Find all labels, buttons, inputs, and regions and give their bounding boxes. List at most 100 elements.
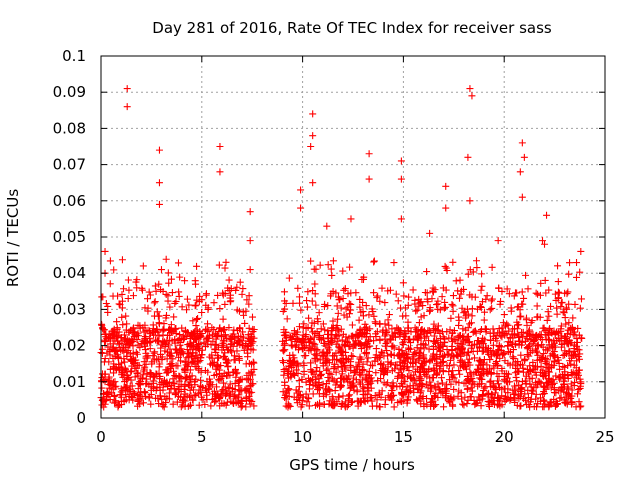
data-point (222, 355, 230, 363)
data-point (577, 402, 585, 410)
data-point (248, 397, 256, 405)
data-point (499, 349, 507, 357)
data-point (155, 369, 163, 377)
data-point (289, 351, 297, 359)
data-point (394, 297, 402, 305)
data-point (122, 376, 130, 384)
data-point (433, 326, 441, 334)
x-tick-label: 25 (595, 428, 614, 446)
data-point (337, 325, 345, 333)
data-point (518, 193, 526, 201)
data-point (339, 330, 347, 338)
data-point (246, 237, 254, 245)
data-point (411, 348, 419, 356)
data-point (492, 385, 500, 393)
data-point (509, 353, 517, 361)
data-point (243, 296, 251, 304)
data-point (480, 308, 488, 316)
data-point (450, 385, 458, 393)
data-point (230, 326, 238, 334)
data-point (122, 312, 130, 320)
data-point (518, 288, 526, 296)
data-point (378, 387, 386, 395)
data-point (245, 292, 253, 300)
data-point (431, 355, 439, 363)
data-point (191, 378, 199, 386)
data-point (243, 374, 251, 382)
data-point (484, 367, 492, 375)
data-point (201, 400, 209, 408)
data-point (105, 373, 113, 381)
data-point (334, 315, 342, 323)
data-point (98, 293, 106, 301)
data-point (478, 298, 486, 306)
data-point (464, 375, 472, 383)
data-point (567, 380, 575, 388)
data-point (249, 371, 257, 379)
data-point (524, 386, 532, 394)
data-point (377, 361, 385, 369)
data-point (494, 350, 502, 358)
data-point (414, 336, 422, 344)
data-point (460, 285, 468, 293)
data-point (320, 348, 328, 356)
data-point (119, 321, 127, 329)
data-point (513, 377, 521, 385)
data-point (230, 392, 238, 400)
data-point (458, 345, 466, 353)
data-point (571, 351, 579, 359)
data-point (562, 333, 570, 341)
data-point (210, 358, 218, 366)
data-point (305, 314, 313, 322)
data-point (238, 375, 246, 383)
data-point (545, 336, 553, 344)
data-point (113, 347, 121, 355)
data-point (572, 273, 580, 281)
data-point (369, 308, 377, 316)
data-point (561, 396, 569, 404)
data-point (357, 308, 365, 316)
axis-ticks: 0 5 10 15 20 25 0 0.01 0.02 0.03 0.04 0.05 0.06 0.07 0… (53, 47, 615, 446)
data-point (123, 103, 131, 111)
data-point (374, 355, 382, 363)
data-point (196, 354, 204, 362)
data-point (486, 378, 494, 386)
data-point (106, 365, 114, 373)
data-point (181, 402, 189, 410)
data-point (522, 314, 530, 322)
data-point (533, 342, 541, 350)
data-point (555, 289, 563, 297)
data-point (351, 368, 359, 376)
data-point (231, 379, 239, 387)
data-point (360, 331, 368, 339)
data-point (507, 395, 515, 403)
data-point (309, 132, 317, 140)
data-point (361, 398, 369, 406)
data-point (288, 370, 296, 378)
data-point (558, 383, 566, 391)
data-point (452, 346, 460, 354)
data-point (349, 374, 357, 382)
data-point (544, 378, 552, 386)
data-point (486, 356, 494, 364)
data-point (558, 340, 566, 348)
data-point (346, 391, 354, 399)
data-point (426, 378, 434, 386)
data-point (469, 328, 477, 336)
data-point (511, 390, 519, 398)
data-point (166, 303, 174, 311)
data-point (365, 367, 373, 375)
data-point (522, 380, 530, 388)
data-point (500, 350, 508, 358)
data-point (575, 346, 583, 354)
data-point (407, 374, 415, 382)
data-point (289, 299, 297, 307)
data-point (246, 389, 254, 397)
data-point (565, 319, 573, 327)
data-point (279, 388, 287, 396)
data-point (357, 371, 365, 379)
data-point (249, 380, 257, 388)
data-point (292, 331, 300, 339)
data-point (197, 332, 205, 340)
data-point (387, 359, 395, 367)
